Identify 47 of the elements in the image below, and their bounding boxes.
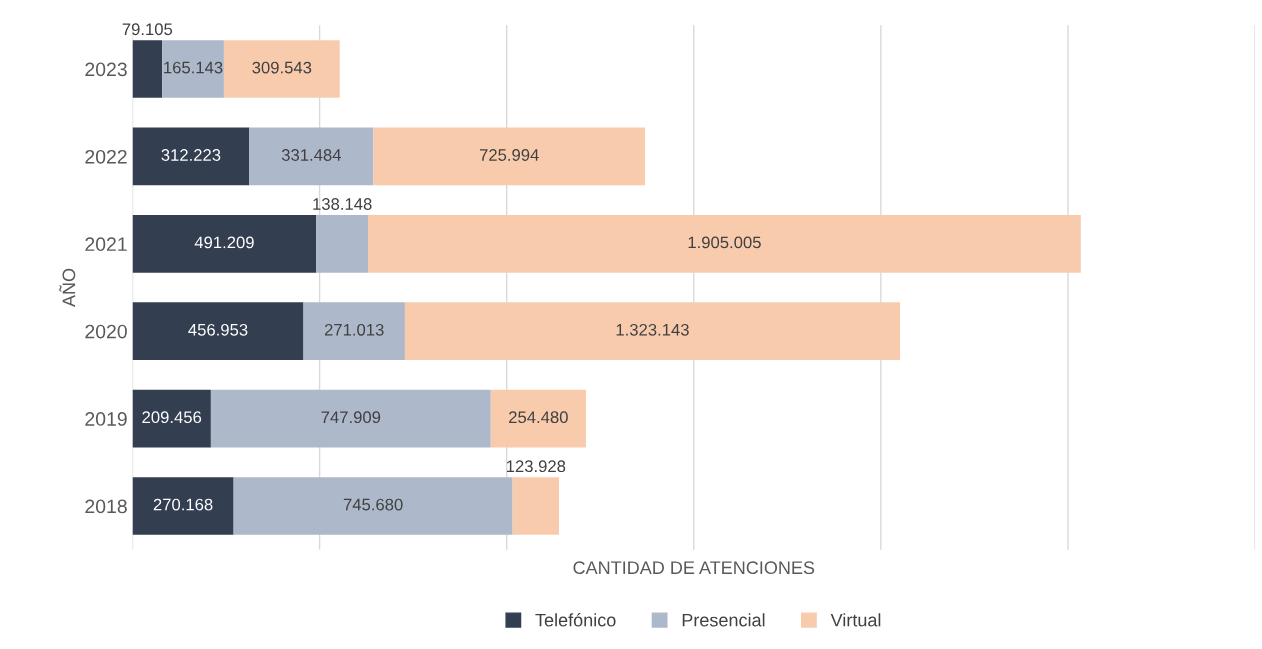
bar xyxy=(132,302,304,361)
legend-label: Virtual xyxy=(830,613,881,627)
data-label: 271.013 xyxy=(324,323,384,336)
data-label: 309.543 xyxy=(252,61,312,74)
bar xyxy=(249,127,374,186)
bar xyxy=(132,214,317,273)
data-label: 1.323.143 xyxy=(616,323,689,336)
bar xyxy=(512,477,559,535)
data-label: 331.484 xyxy=(281,149,341,161)
data-label: 1.905.005 xyxy=(688,236,761,249)
bar xyxy=(316,214,368,273)
bar xyxy=(132,127,250,186)
bar xyxy=(404,302,900,361)
data-label: 747.909 xyxy=(321,411,381,424)
data-label: 79.105 xyxy=(122,23,173,36)
data-label: 209.456 xyxy=(142,411,202,424)
y-tick-label: 2020 xyxy=(85,324,127,339)
bar xyxy=(162,40,224,98)
bar xyxy=(132,477,234,535)
x-axis-title: CANTIDAD DE ATENCIONES xyxy=(573,561,815,575)
data-label: 270.168 xyxy=(153,498,213,511)
y-tick-label: 2019 xyxy=(85,412,127,426)
bar xyxy=(368,214,1081,273)
legend-label: Presencial xyxy=(682,613,765,627)
data-label: 312.223 xyxy=(161,149,221,161)
y-tick-label: 2018 xyxy=(85,499,127,514)
legend-label: Telefónico xyxy=(535,613,616,627)
data-label: 745.680 xyxy=(343,498,403,511)
y-tick-label: 2021 xyxy=(85,237,127,252)
data-label: 725.994 xyxy=(479,149,539,161)
y-tick-label: 2023 xyxy=(85,62,127,77)
data-label: 165.143 xyxy=(164,61,223,74)
bar xyxy=(132,40,163,98)
data-label: 138.148 xyxy=(313,198,372,210)
data-label: 456.953 xyxy=(188,323,248,336)
y-axis-title: AÑO xyxy=(59,268,76,308)
bar xyxy=(210,389,491,448)
bar xyxy=(490,389,586,448)
bar xyxy=(132,389,211,448)
data-label: 254.480 xyxy=(509,411,568,424)
bar xyxy=(233,477,513,535)
bar xyxy=(223,40,340,98)
bar xyxy=(373,127,646,186)
bar xyxy=(303,302,405,361)
data-label: 123.928 xyxy=(506,460,566,473)
data-label: 491.209 xyxy=(194,236,254,249)
y-tick-label: 2022 xyxy=(85,149,127,164)
